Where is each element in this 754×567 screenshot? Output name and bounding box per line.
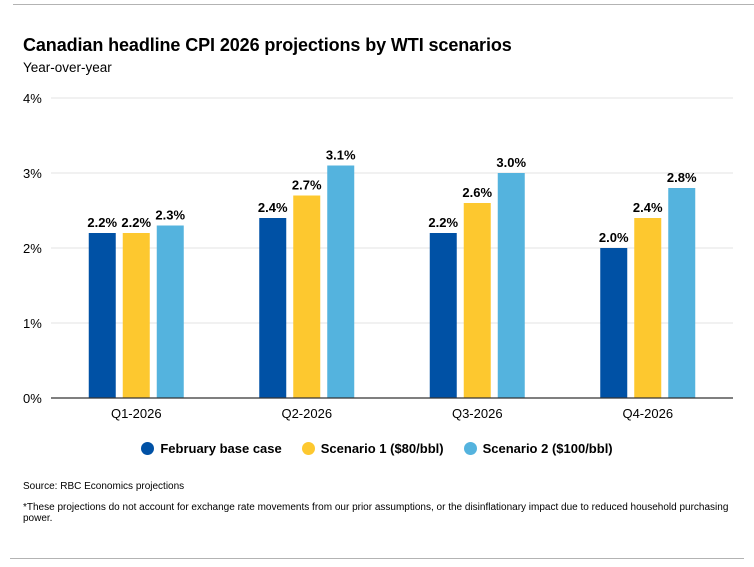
bar bbox=[88, 233, 116, 398]
bottom-divider bbox=[10, 558, 744, 559]
y-tick-label: 0% bbox=[23, 391, 42, 406]
legend: February base case Scenario 1 ($80/bbl) … bbox=[0, 441, 754, 456]
legend-label: February base case bbox=[160, 441, 282, 456]
legend-item-base-case: February base case bbox=[141, 441, 282, 456]
bar bbox=[497, 173, 525, 398]
y-tick-label: 2% bbox=[23, 241, 42, 256]
legend-item-scenario-1: Scenario 1 ($80/bbl) bbox=[301, 441, 444, 456]
bar bbox=[429, 233, 457, 398]
x-tick-label: Q1-2026 bbox=[111, 406, 162, 421]
bar bbox=[156, 225, 184, 398]
x-tick-label: Q3-2026 bbox=[452, 406, 503, 421]
data-label: 2.2% bbox=[121, 215, 151, 230]
bar bbox=[327, 165, 355, 398]
legend-swatch-scenario-1 bbox=[301, 442, 315, 455]
bar bbox=[122, 233, 150, 398]
bar bbox=[259, 218, 287, 398]
y-tick-label: 1% bbox=[23, 316, 42, 331]
data-label: 2.8% bbox=[667, 170, 697, 185]
bar bbox=[668, 188, 696, 398]
top-divider bbox=[13, 4, 754, 5]
data-label: 2.7% bbox=[292, 178, 322, 193]
data-label: 2.3% bbox=[155, 208, 185, 223]
data-label: 2.6% bbox=[462, 185, 492, 200]
bar bbox=[600, 248, 628, 398]
data-label: 2.4% bbox=[633, 200, 663, 215]
data-label: 3.0% bbox=[496, 155, 526, 170]
legend-label: Scenario 1 ($80/bbl) bbox=[320, 441, 444, 456]
data-label: 2.4% bbox=[258, 200, 288, 215]
legend-label: Scenario 2 ($100/bbl) bbox=[482, 441, 613, 456]
legend-swatch-scenario-2 bbox=[463, 442, 477, 455]
source-note: Source: RBC Economics projections bbox=[23, 481, 185, 492]
data-label: 2.0% bbox=[599, 230, 629, 245]
legend-swatch-base-case bbox=[141, 442, 155, 455]
chart-title: Canadian headline CPI 2026 projections b… bbox=[23, 35, 512, 55]
data-label: 3.1% bbox=[326, 148, 356, 163]
bar bbox=[463, 203, 491, 398]
chart-subtitle: Year-over-year bbox=[23, 60, 112, 75]
x-tick-label: Q2-2026 bbox=[281, 406, 332, 421]
x-tick-label: Q4-2026 bbox=[622, 406, 673, 421]
y-tick-label: 3% bbox=[23, 166, 42, 181]
footnote: *These projections do not account for ex… bbox=[23, 502, 729, 524]
legend-item-scenario-2: Scenario 2 ($100/bbl) bbox=[463, 441, 613, 456]
y-tick-label: 4% bbox=[23, 91, 42, 106]
data-label: 2.2% bbox=[428, 215, 458, 230]
bar bbox=[634, 218, 662, 398]
bar bbox=[293, 195, 321, 398]
data-label: 2.2% bbox=[87, 215, 117, 230]
